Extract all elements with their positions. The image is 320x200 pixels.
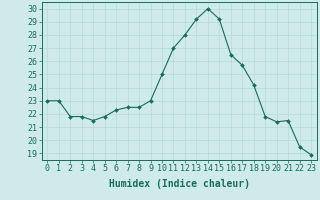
X-axis label: Humidex (Indice chaleur): Humidex (Indice chaleur) <box>109 179 250 189</box>
